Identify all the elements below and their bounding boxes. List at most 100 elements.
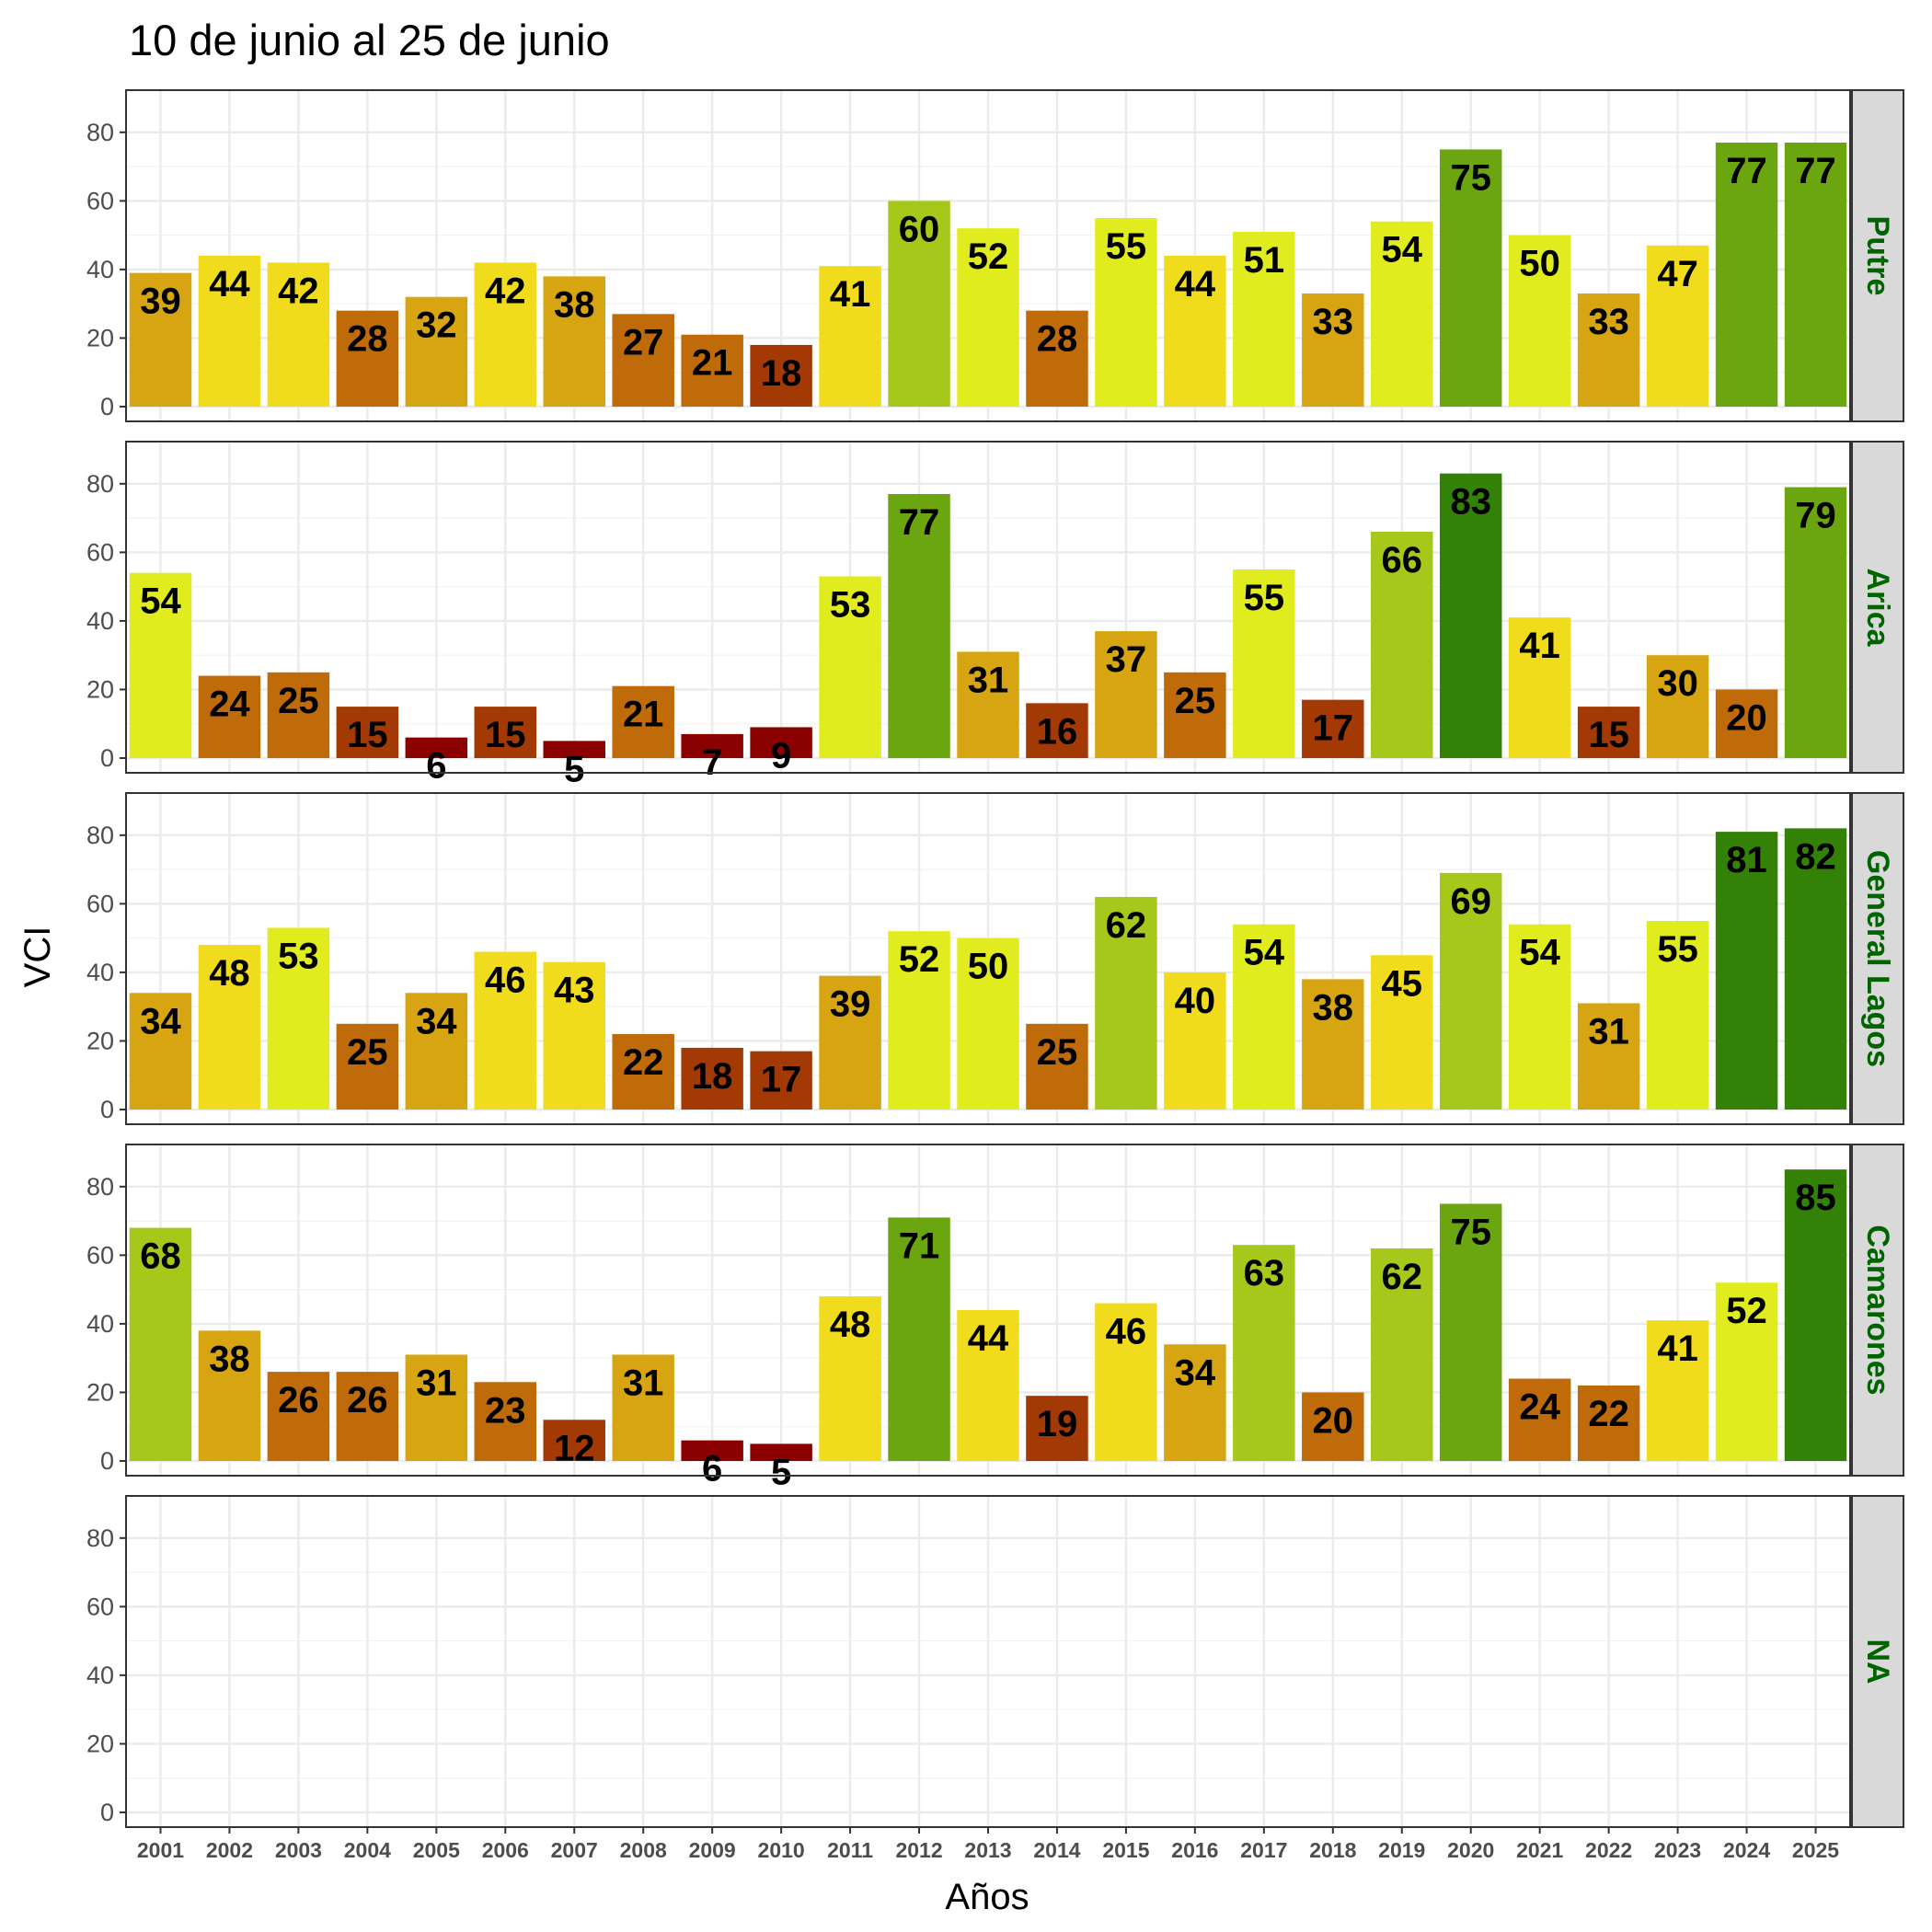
bar-value-label: 31: [416, 1363, 457, 1403]
bar: [474, 1382, 537, 1461]
bar-value-label: 15: [1588, 715, 1629, 755]
x-tick-label: 2011: [827, 1838, 873, 1862]
bar-value-label: 17: [761, 1060, 802, 1100]
bar-value-label: 39: [830, 984, 871, 1025]
bar: [198, 675, 261, 758]
bar: [405, 993, 468, 1110]
panel-general-lagos: 0 20 40 60 80 34 48 53 25 34 46 43 22 18 17 39 52 50 25 62 4…: [86, 792, 1904, 1125]
bar-value-label: 26: [278, 1380, 319, 1420]
bar-value-label: 66: [1382, 540, 1423, 581]
bar-value-label: 34: [140, 1001, 181, 1041]
bar: [1646, 1320, 1709, 1461]
x-tick-label: 2008: [620, 1838, 667, 1862]
bar: [681, 334, 743, 407]
facet-strip: [1851, 1495, 1904, 1828]
bar-value-label: 15: [485, 715, 526, 755]
bar: [1646, 655, 1709, 758]
panel-border: [125, 89, 1851, 422]
facet-strip-label: NA: [1860, 1639, 1895, 1684]
bar: [1164, 256, 1226, 407]
bar: [1371, 221, 1433, 407]
bar-value-label: 83: [1450, 482, 1491, 523]
y-tick-label: 0: [100, 1447, 114, 1475]
bar-value-label: 43: [554, 971, 595, 1011]
x-tick-label: 2006: [482, 1838, 529, 1862]
bar: [1371, 955, 1433, 1110]
bar-value-label: 12: [554, 1428, 595, 1468]
bar: [681, 1440, 743, 1461]
y-tick-label: 80: [86, 470, 114, 498]
bar: [681, 1047, 743, 1110]
bar: [888, 1217, 950, 1461]
x-tick-label: 2019: [1378, 1838, 1425, 1862]
bar-value-label: 82: [1795, 836, 1836, 877]
bar-value-label: 69: [1450, 881, 1491, 922]
bar: [474, 951, 537, 1110]
bar-value-label: 46: [1106, 1312, 1147, 1352]
bar-value-label: 55: [1657, 929, 1698, 970]
bar: [750, 344, 812, 407]
bar: [1646, 921, 1709, 1110]
bar-value-label: 42: [278, 270, 319, 311]
y-tick-label: 20: [86, 675, 114, 703]
bar: [1302, 1392, 1364, 1461]
bar: [1026, 703, 1088, 758]
chart-title: 10 de junio al 25 de junio: [129, 16, 610, 64]
bar: [1439, 149, 1502, 408]
y-tick-label: 20: [86, 1730, 114, 1757]
bar-value-label: 63: [1244, 1253, 1285, 1294]
bar-value-label: 32: [416, 305, 457, 346]
bar-value-label: 18: [761, 353, 802, 394]
bar-value-label: 46: [485, 960, 526, 1001]
bar-value-label: 26: [347, 1380, 388, 1420]
facet-strip-label: Arica: [1860, 568, 1895, 647]
x-tick-label: 2010: [758, 1838, 805, 1862]
bar-value-label: 20: [1726, 697, 1767, 738]
bar: [543, 276, 605, 407]
panel-border: [125, 441, 1851, 774]
bar-value-label: 6: [702, 1449, 722, 1489]
bar: [819, 266, 881, 407]
bar: [1302, 699, 1364, 758]
x-tick-label: 2024: [1723, 1838, 1770, 1862]
bar-value-label: 28: [347, 319, 388, 360]
bar-value-label: 54: [1382, 230, 1423, 270]
bar: [957, 937, 1019, 1110]
x-tick-label: 2014: [1033, 1838, 1080, 1862]
bar: [750, 1051, 812, 1110]
bar: [267, 927, 330, 1110]
bar-value-label: 25: [347, 1032, 388, 1073]
bar: [198, 256, 261, 407]
y-tick-label: 60: [86, 1593, 114, 1620]
bar-value-label: 81: [1726, 840, 1767, 880]
bar-value-label: 54: [140, 581, 181, 622]
y-tick-label: 0: [100, 393, 114, 420]
bar: [819, 576, 881, 758]
y-tick-label: 60: [86, 538, 114, 566]
bar: [267, 1372, 330, 1461]
bar: [957, 1310, 1019, 1461]
y-tick-label: 40: [86, 1662, 114, 1689]
bar: [1577, 707, 1640, 758]
facet-strip-label: General Lagos: [1860, 850, 1895, 1067]
bar: [612, 314, 674, 407]
bar-value-label: 48: [209, 953, 250, 994]
y-tick-label: 40: [86, 607, 114, 635]
bar-value-label: 24: [209, 684, 250, 725]
y-tick-label: 80: [86, 822, 114, 849]
bar: [1095, 218, 1157, 407]
bar: [1508, 235, 1571, 407]
y-tick-label: 40: [86, 959, 114, 986]
bar: [1784, 828, 1847, 1110]
bar: [474, 707, 537, 758]
bar: [750, 727, 812, 758]
bar: [129, 572, 192, 758]
bar-value-label: 5: [771, 1452, 791, 1492]
bar: [405, 1354, 468, 1461]
bar: [405, 296, 468, 407]
bar-value-label: 28: [1037, 319, 1078, 360]
facet-strip: [1851, 1144, 1904, 1477]
bar-value-label: 50: [1519, 244, 1560, 284]
bar-value-label: 47: [1657, 254, 1698, 294]
